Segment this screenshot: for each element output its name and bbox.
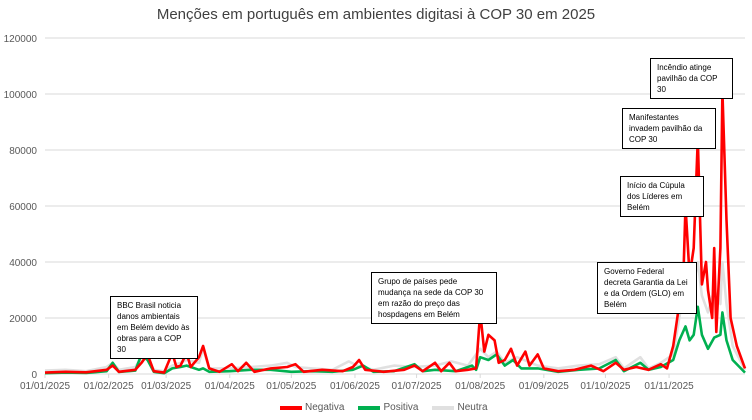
legend: Negativa Positiva Neutra xyxy=(280,402,488,413)
annotation-manifestantes: Manifestantes invadem pavilhão da COP 30 xyxy=(622,108,716,149)
x-tick-label: 01/07/2025 xyxy=(392,381,442,392)
annotation-bbc: BBC Brasil noticia danos ambientais em B… xyxy=(110,296,198,359)
x-tick-label: 01/10/2025 xyxy=(580,381,630,392)
legend-swatch xyxy=(358,405,381,410)
y-tick-label: 60000 xyxy=(9,202,37,213)
x-tick-label: 01/02/2025 xyxy=(84,381,134,392)
annotation-grupo-paises: Grupo de países pede mudança na sede da … xyxy=(371,272,497,324)
x-tick-label: 01/03/2025 xyxy=(141,381,191,392)
legend-label: Negativa xyxy=(305,402,345,413)
y-tick-label: 120000 xyxy=(4,34,38,45)
x-tick-label: 01/04/2025 xyxy=(205,381,255,392)
legend-item-negativa: Negativa xyxy=(280,402,344,413)
y-tick-label: 100000 xyxy=(4,90,38,101)
y-tick-label: 40000 xyxy=(9,258,37,269)
x-tick-label: 01/09/2025 xyxy=(519,381,569,392)
y-tick-label: 0 xyxy=(31,370,37,381)
x-tick-label: 01/08/2025 xyxy=(455,381,505,392)
legend-swatch xyxy=(280,405,302,410)
annotation-cupula: Início da Cúpula dos Líderes em Belém xyxy=(620,176,704,217)
legend-item-neutra: Neutra xyxy=(432,402,488,413)
y-tick-label: 20000 xyxy=(9,314,37,325)
y-tick-label: 80000 xyxy=(9,146,37,157)
annotation-incendio: Incêndio atinge pavilhão da COP 30 xyxy=(650,58,733,99)
legend-item-positiva: Positiva xyxy=(358,402,418,413)
legend-label: Neutra xyxy=(457,402,488,413)
chart-title: Menções em português em ambientes digita… xyxy=(156,6,596,23)
legend-swatch xyxy=(432,405,455,410)
annotation-glo: Governo Federal decreta Garantia da Lei … xyxy=(597,262,697,314)
x-tick-label: 01/06/2025 xyxy=(330,381,380,392)
x-tick-label: 01/01/2025 xyxy=(20,381,70,392)
x-tick-label: 01/11/2025 xyxy=(644,381,694,392)
x-tick-label: 01/05/2025 xyxy=(266,381,316,392)
legend-label: Positiva xyxy=(383,402,419,413)
